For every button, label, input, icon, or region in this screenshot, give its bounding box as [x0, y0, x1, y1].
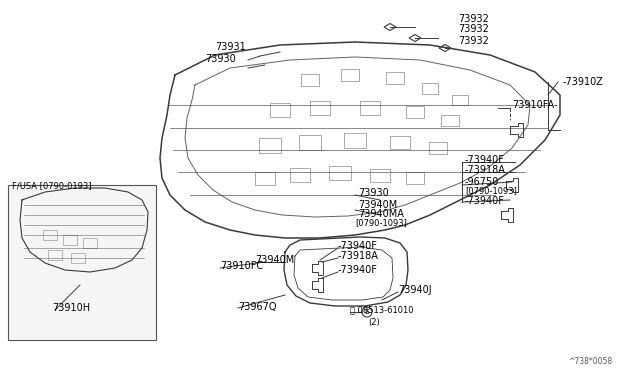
Text: 73930: 73930	[205, 54, 236, 64]
Bar	[259, 138, 281, 153]
Bar	[429, 142, 447, 154]
Text: -73910Z: -73910Z	[563, 77, 604, 87]
Bar	[43, 230, 57, 240]
Text: -96750: -96750	[465, 177, 499, 187]
Bar	[290, 168, 310, 182]
Bar	[360, 101, 380, 115]
Bar	[83, 238, 97, 248]
Text: 73910FC: 73910FC	[220, 261, 263, 271]
Text: S: S	[365, 309, 369, 315]
Bar	[452, 95, 468, 105]
Bar	[329, 166, 351, 180]
Bar	[270, 103, 290, 117]
Text: 73940MA: 73940MA	[358, 209, 404, 219]
Bar	[441, 115, 459, 125]
Bar	[255, 171, 275, 185]
Bar	[301, 74, 319, 86]
Text: [0790-1093]: [0790-1093]	[355, 218, 407, 228]
Text: 73930: 73930	[358, 188, 388, 198]
Bar	[344, 132, 366, 148]
Bar	[63, 235, 77, 245]
Text: (2): (2)	[368, 317, 380, 327]
Text: 73940M: 73940M	[255, 255, 294, 265]
Text: 73932: 73932	[458, 24, 489, 34]
Bar	[299, 135, 321, 150]
Text: 73931: 73931	[215, 42, 246, 52]
Text: -73940F: -73940F	[338, 265, 378, 275]
Text: 73967Q: 73967Q	[238, 302, 276, 312]
Text: Ⓢ 08513-61010: Ⓢ 08513-61010	[350, 305, 413, 314]
Bar	[370, 169, 390, 182]
Text: 73940J: 73940J	[398, 285, 431, 295]
Bar	[422, 83, 438, 93]
Text: ^738*0058: ^738*0058	[568, 357, 612, 366]
Bar	[8, 185, 156, 340]
Text: -73940F: -73940F	[338, 241, 378, 251]
Bar	[310, 101, 330, 115]
Bar	[386, 72, 404, 84]
Text: -73918A: -73918A	[465, 165, 506, 175]
Bar	[390, 135, 410, 148]
Bar	[341, 69, 359, 81]
Bar	[406, 106, 424, 118]
Text: 73940M: 73940M	[358, 200, 397, 210]
Text: F/USA [0790-0193]: F/USA [0790-0193]	[12, 182, 92, 190]
Bar	[71, 253, 85, 263]
Text: 73932: 73932	[458, 14, 489, 24]
Text: 73932: 73932	[458, 36, 489, 46]
Bar	[406, 172, 424, 184]
Text: -73940F: -73940F	[465, 155, 505, 165]
Bar	[48, 250, 62, 260]
Text: 73910H: 73910H	[52, 303, 90, 313]
Text: 73910FA-: 73910FA-	[512, 100, 557, 110]
Text: -73918A: -73918A	[338, 251, 379, 261]
Text: -73940F: -73940F	[465, 196, 505, 206]
Text: [0790-1093]: [0790-1093]	[465, 186, 517, 196]
